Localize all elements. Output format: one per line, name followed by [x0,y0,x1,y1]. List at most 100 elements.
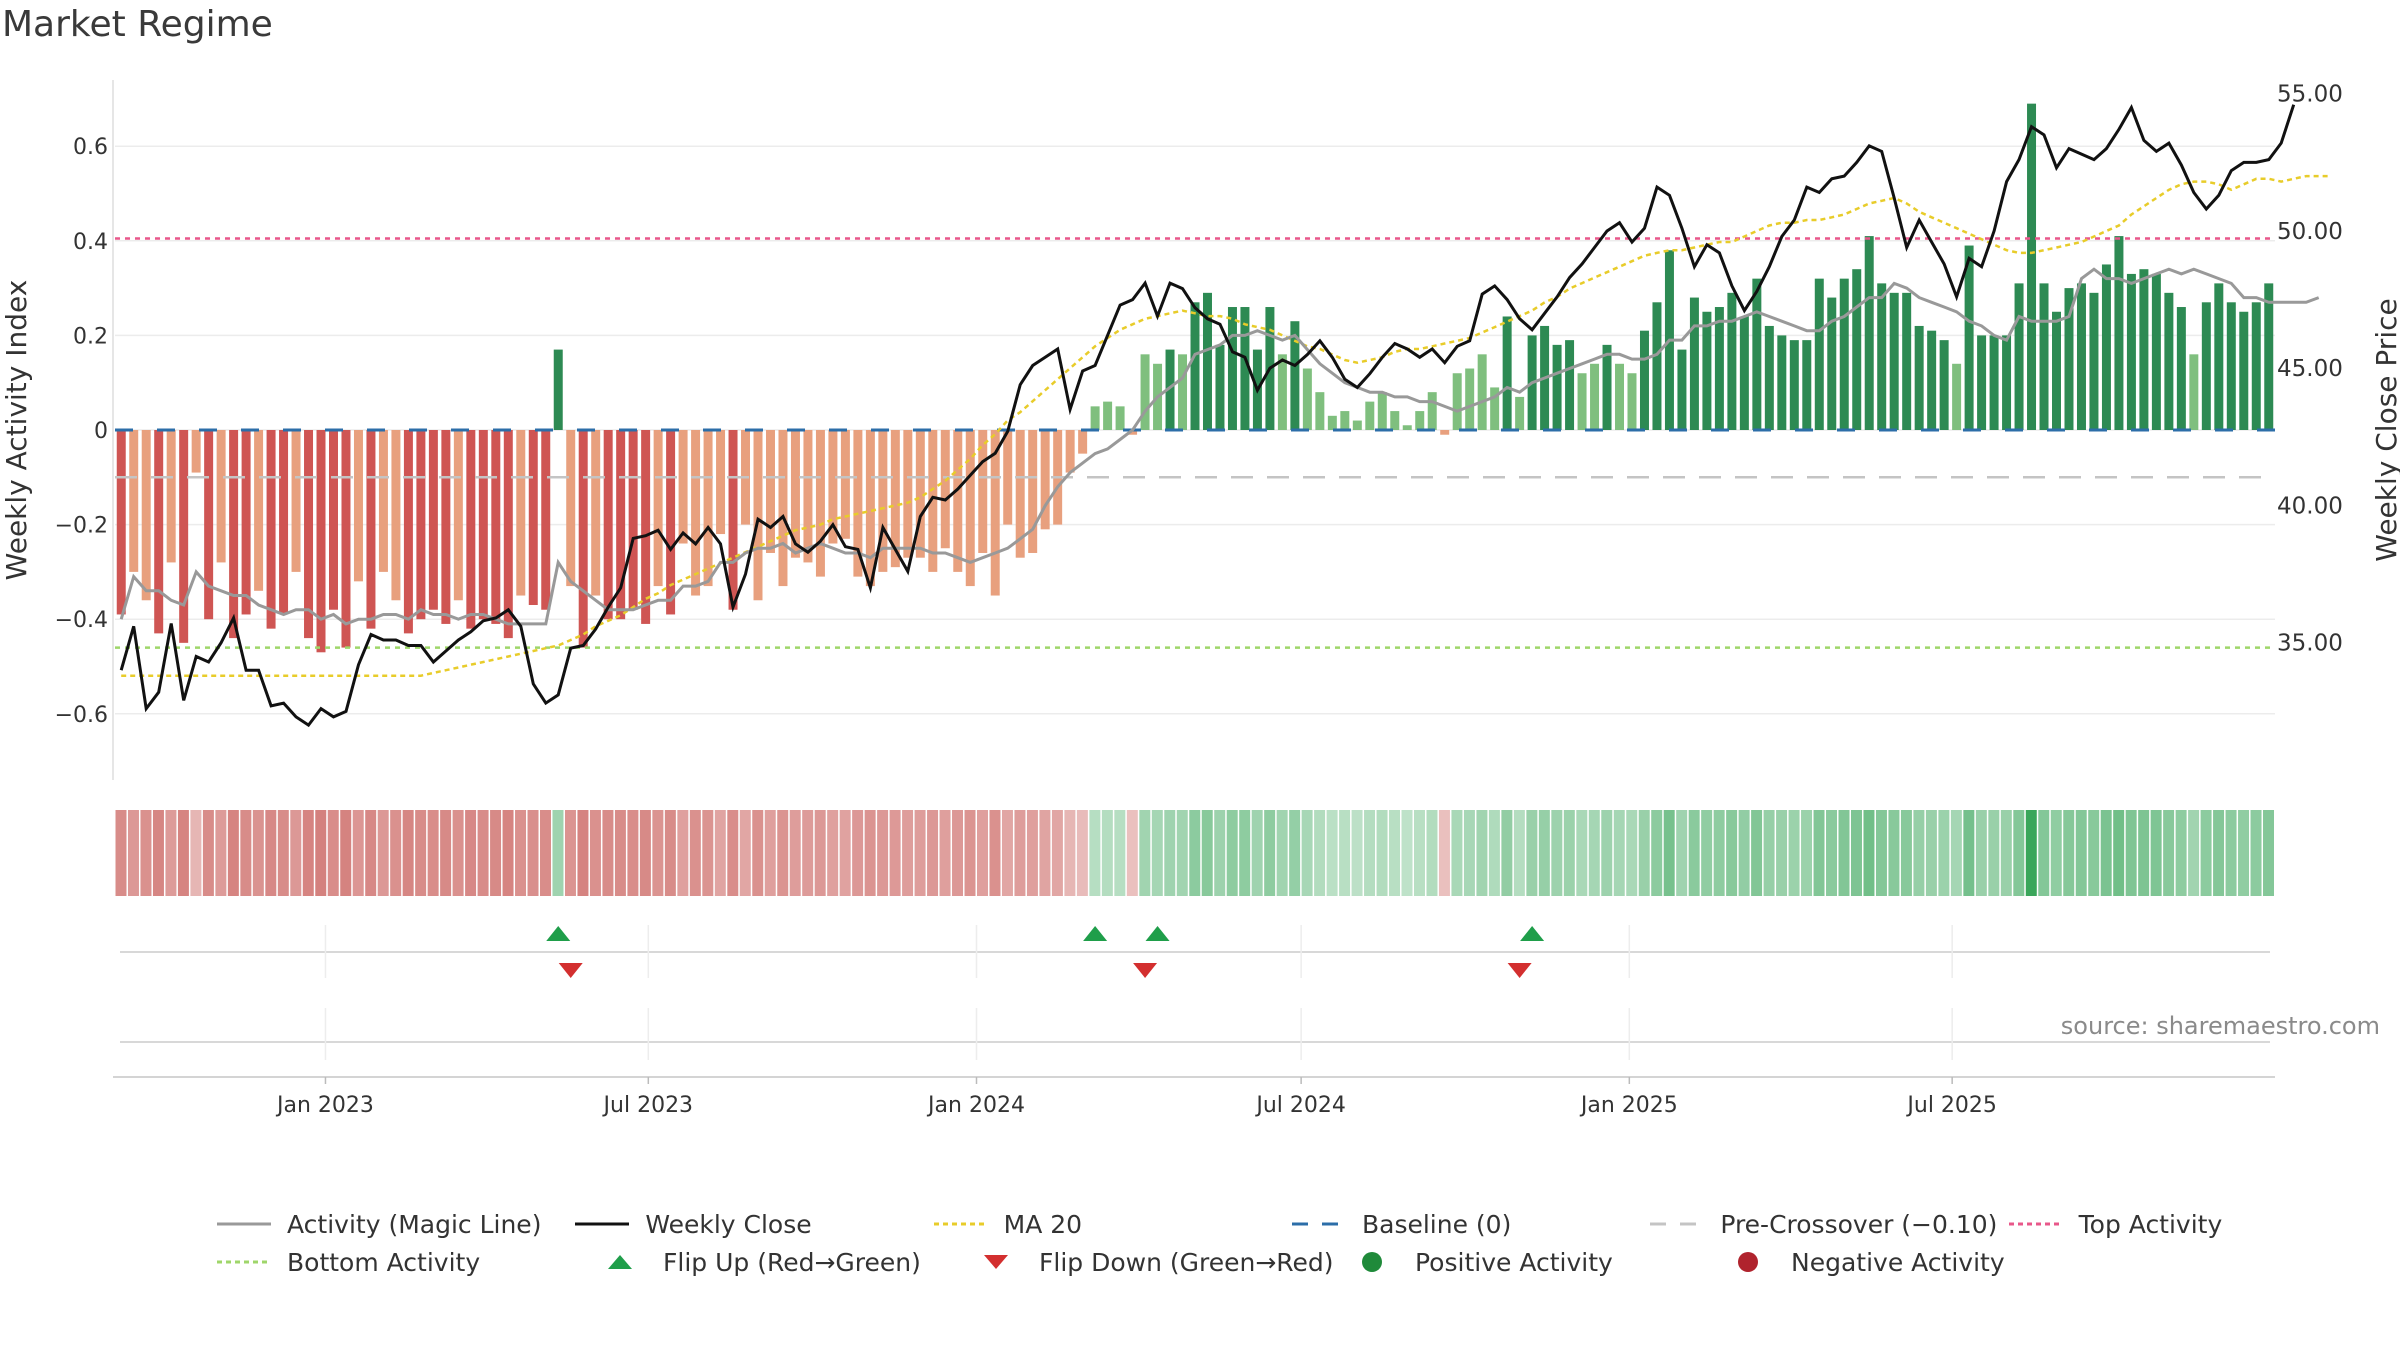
heat-strip-cell [577,810,589,896]
legend-item: Weekly Close [573,1205,931,1243]
heat-strip-cell [1251,810,1263,896]
activity-bar [2052,311,2061,430]
heat-strip-cell [1513,810,1525,896]
activity-bar [1764,325,1774,430]
heat-strip-cell [1763,810,1775,896]
activity-bar [2101,264,2111,430]
heat-strip-cell [564,810,576,896]
activity-bar [778,430,788,587]
activity-bar [2089,292,2099,430]
heat-strip-cell [989,810,1001,896]
activity-bar [1652,302,1662,430]
activity-bar [728,430,738,610]
activity-bar [1315,392,1325,430]
activity-bar [1814,278,1824,430]
heat-strip-cell [1888,810,1900,896]
activity-bar [2076,283,2086,430]
activity-bar [1952,363,1962,430]
heat-strip-cell [1114,810,1126,896]
activity-bar [1277,354,1287,430]
activity-bar [2002,335,2012,430]
heat-strip-cell [1039,810,1051,896]
heat-strip-cell [277,810,289,896]
activity-bar [2264,283,2274,430]
activity-bar [553,349,563,430]
heat-strip-cell [390,810,402,896]
activity-bar [628,430,638,610]
activity-bar [853,430,863,577]
heat-strip-cell [1001,810,1013,896]
activity-bar [1914,325,1924,430]
heat-strip-cell [290,810,302,896]
heat-strip-cell [764,810,776,896]
heat-strip-cell [302,810,314,896]
heat-strip-cell [1463,810,1475,896]
activity-bar [2239,311,2249,430]
flip-up-marker [1083,926,1108,941]
activity-bar [1290,321,1300,430]
legend-label: Activity (Magic Line) [287,1209,542,1239]
heat-strip-cell [215,810,227,896]
activity-bar [2139,269,2149,430]
legend-item: Positive Activity [1343,1243,1719,1281]
legend-label: Flip Up (Red→Green) [663,1247,921,1277]
heat-strip-cell [627,810,639,896]
heat-strip-cell [1264,810,1276,896]
activity-bar [1964,245,1974,430]
heat-strip-cell [1526,810,1538,896]
heat-strip-cell [1875,810,1887,896]
y-left-tick-label: −0.2 [55,514,108,539]
activity-bar [1015,430,1025,558]
heat-strip-cell [502,810,514,896]
heat-strip-cell [1389,810,1401,896]
heat-strip-cell [2038,810,2050,896]
heat-strip-cell [1226,810,1238,896]
activity-bar [416,430,426,620]
heat-strip-cell [1988,810,2000,896]
activity-bar [1739,316,1749,430]
heat-strip-cell [1801,810,1813,896]
activity-bar [1702,311,1712,430]
activity-bar [1003,430,1013,525]
activity-bar [1215,344,1225,430]
heat-strip-cell [1326,810,1338,896]
flip-down-marker [558,963,583,978]
heat-strip-cell [1164,810,1176,896]
heat-strip-cell [1488,810,1500,896]
activity-bar [1465,368,1475,430]
activity-bar [1365,401,1375,430]
activity-bar [378,430,388,572]
heat-strip-cell [2113,810,2125,896]
heat-strip-cell [540,810,551,896]
heat-strip-cell [814,810,826,896]
x-tick-label: Jan 2024 [926,1093,1025,1118]
activity-bar [154,430,164,634]
activity-bar [1989,335,1999,430]
y-right-axis-label: Weekly Close Price [2370,298,2400,561]
heat-strip-cell [1588,810,1600,896]
activity-bar [1440,430,1450,435]
heat-strip-cell [1975,810,1987,896]
legend-item: MA 20 [932,1205,1290,1243]
heat-strip-cell [2075,810,2087,896]
heat-strip-cell [352,810,364,896]
heat-strip-cell [490,810,502,896]
heat-strip-cell [1014,810,1026,896]
activity-heat-strip [115,810,2274,896]
heat-strip-cell [714,810,726,896]
heat-strip-cell [1151,810,1163,896]
activity-bar [1190,302,1200,430]
activity-bar [653,430,663,587]
heat-strip-cell [2163,810,2175,896]
heat-strip-cell [1501,810,1513,896]
activity-bar [915,430,925,558]
activity-bar [1902,292,1912,430]
heat-strip-cell [1651,810,1663,896]
heat-strip-cell [2125,810,2137,896]
legend-row: Bottom Activity Flip Up (Red→Green) Flip D… [215,1243,2365,1281]
heat-strip-cell [240,810,252,896]
heat-strip-cell [802,810,814,896]
activity-bar [1327,415,1337,430]
heat-strip-cell [1776,810,1788,896]
heat-strip-cell [1963,810,1975,896]
